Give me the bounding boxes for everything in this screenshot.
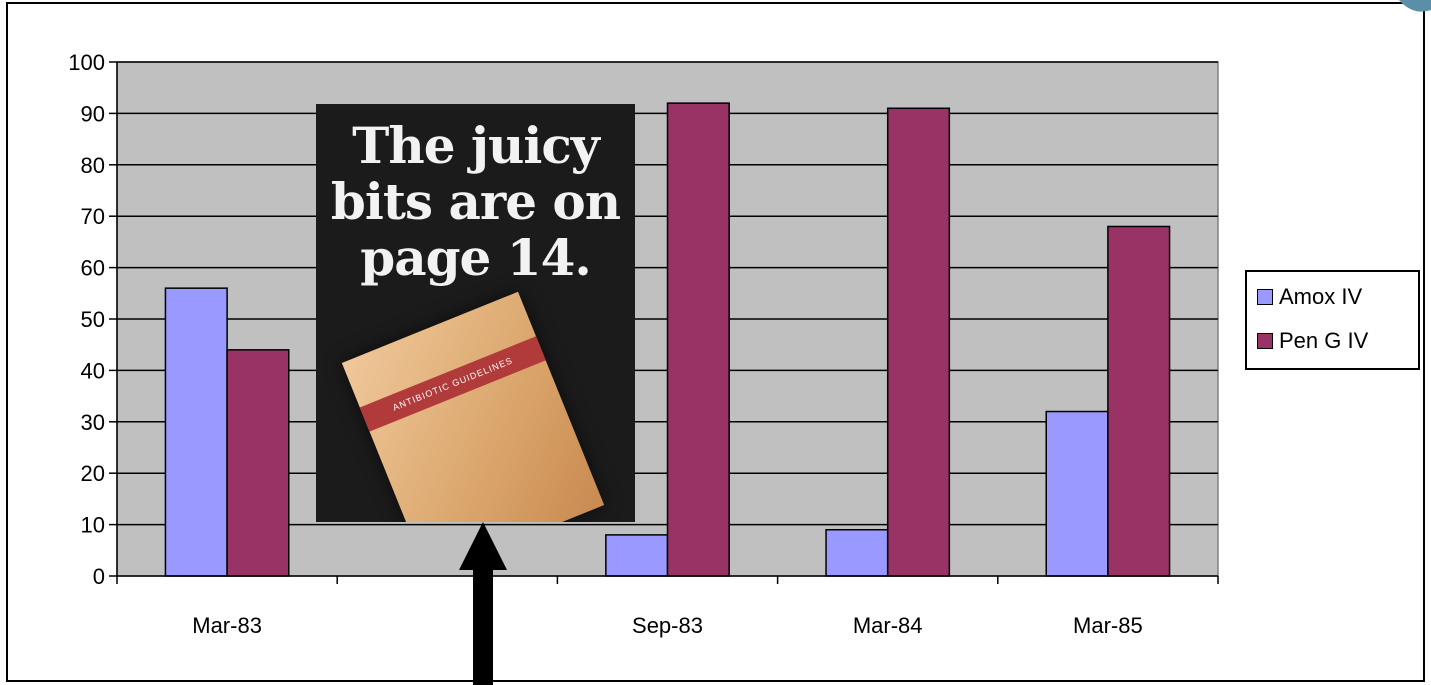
x-tick-label: Mar-84 [853,613,923,638]
y-axis: 0 10 20 30 40 50 60 70 80 90 100 [68,50,118,589]
legend-item-pen: Pen G IV [1257,328,1368,354]
y-tick-label: 100 [68,50,105,75]
legend-item-amox: Amox IV [1257,284,1362,310]
y-tick-label: 10 [81,513,105,538]
guidelines-poster-image: The juicy bits are on page 14. ANTIBIOTI… [316,104,635,522]
y-tick-label: 80 [81,153,105,178]
book-label: ANTIBIOTIC GUIDELINES [359,336,546,432]
guidelines-book: ANTIBIOTIC GUIDELINES [341,291,605,522]
x-axis: Mar-83 Sep-83 Mar-84 Mar-85 [116,575,1219,638]
y-tick-label: 20 [81,461,105,486]
bar-amox-3 [605,534,669,577]
y-tick-label: 50 [81,307,105,332]
poster-headline: The juicy bits are on page 14. [316,118,635,286]
y-tick-label: 0 [93,564,105,589]
x-tick-label: Sep-83 [632,613,703,638]
bar-pen-4 [886,107,951,577]
bar-pen-3 [666,102,730,577]
y-tick-label: 60 [81,256,105,281]
legend-label-pen: Pen G IV [1279,328,1369,353]
y-tick-label: 70 [81,204,105,229]
poster-headline-line-3: page 14. [360,228,592,287]
arrow-up-icon [459,522,507,685]
bar-pen-1 [226,349,290,577]
x-tick-label: Mar-83 [192,613,262,638]
bars [164,102,1171,577]
slide-frame [6,2,1425,682]
bar-pen-5 [1107,225,1171,577]
corner-decoration [1399,0,1431,12]
legend: Amox IV Pen G IV [1245,270,1420,370]
poster-headline-line-2: bits are on [330,172,621,231]
y-tick-label: 30 [81,410,105,435]
bar-amox-4 [825,528,889,577]
legend-swatch-pen [1257,333,1273,349]
y-tick-label: 90 [81,101,105,126]
bar-amox-1 [164,287,228,577]
legend-label-amox: Amox IV [1279,284,1363,309]
legend-swatch-amox [1257,289,1273,305]
x-tick-label: Mar-85 [1073,613,1143,638]
poster-headline-line-1: The juicy [352,116,600,175]
y-tick-label: 40 [81,358,105,383]
bar-amox-5 [1045,410,1109,577]
